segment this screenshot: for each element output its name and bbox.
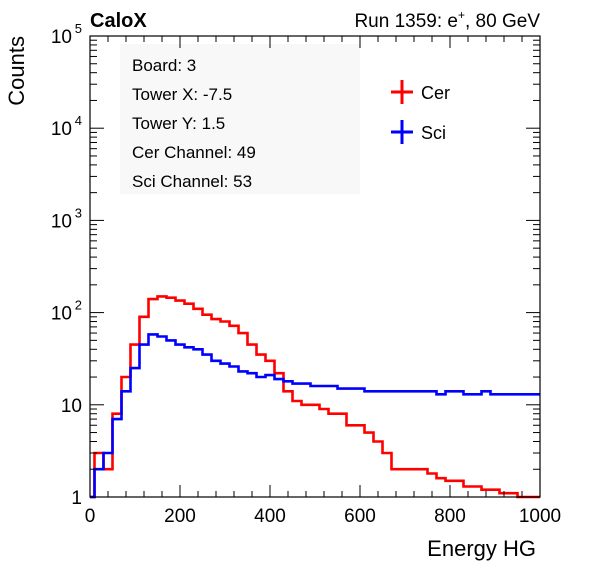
experiment-label: CaloX [90, 10, 147, 32]
y-tick-label: 10 [51, 27, 72, 48]
x-tick-label: 400 [254, 506, 286, 527]
x-tick-label: 600 [344, 506, 376, 527]
info-board: Board: 3 [132, 56, 196, 75]
y-tick-exponent: 4 [75, 113, 82, 128]
series-layer [90, 295, 540, 499]
legend: Cer Sci [391, 80, 450, 144]
x-tick-label: 800 [434, 506, 466, 527]
y-tick-exponent: 2 [75, 298, 82, 313]
info-cer-channel: Cer Channel: 49 [132, 143, 256, 162]
x-tick-label: 200 [164, 506, 196, 527]
run-prefix: Run 1359: e [354, 11, 458, 32]
y-tick-label: 10 [51, 304, 72, 325]
info-tower-x: Tower X: -7.5 [132, 85, 232, 104]
plot-frame [89, 35, 541, 498]
y-tick-label: 1 [71, 488, 82, 509]
legend-sci-label: Sci [421, 123, 446, 143]
y-tick-label: 10 [51, 211, 72, 232]
legend-cer-label: Cer [421, 83, 450, 103]
info-tower-y: Tower Y: 1.5 [132, 114, 225, 133]
run-suffix: , 80 GeV [465, 11, 540, 32]
y-tick-label: 10 [51, 119, 72, 140]
run-sup: + [458, 8, 465, 22]
info-sci-channel: Sci Channel: 53 [132, 172, 252, 191]
info-box [120, 44, 360, 194]
legend-item-sci: Sci [391, 120, 446, 144]
series-cer-line [90, 295, 540, 499]
run-info: Run 1359: e+, 80 GeV [354, 8, 540, 32]
y-axis-label: Counts [4, 36, 29, 106]
x-tick-label: 1000 [519, 506, 561, 527]
series-sci-line [90, 333, 540, 499]
legend-item-cer: Cer [391, 80, 450, 104]
x-tick-label: 0 [85, 506, 96, 527]
y-tick-exponent: 5 [75, 21, 82, 36]
y-tick-label: 10 [61, 396, 82, 417]
x-axis-label: Energy HG [427, 536, 536, 561]
y-tick-exponent: 3 [75, 205, 82, 220]
